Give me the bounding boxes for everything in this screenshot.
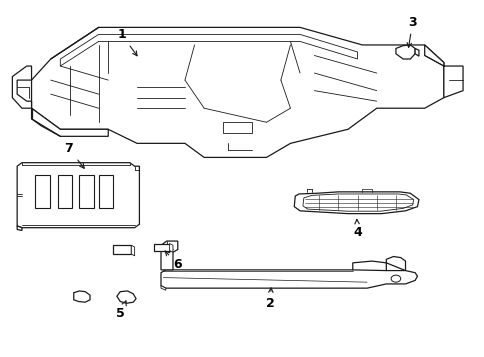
Polygon shape [169,243,173,252]
Polygon shape [395,45,414,59]
Polygon shape [131,245,135,256]
Polygon shape [35,175,50,208]
Text: 3: 3 [406,16,416,47]
Polygon shape [31,108,108,136]
Polygon shape [117,291,136,303]
Polygon shape [294,192,418,213]
Polygon shape [31,27,443,157]
Polygon shape [79,175,94,208]
Text: 1: 1 [117,28,137,56]
Text: 7: 7 [64,142,84,168]
Polygon shape [17,163,139,228]
Polygon shape [161,286,166,290]
Text: 2: 2 [265,288,274,310]
Polygon shape [12,66,31,108]
Polygon shape [58,175,72,208]
Polygon shape [113,245,131,254]
Polygon shape [424,45,462,98]
Polygon shape [414,49,418,56]
Polygon shape [98,175,113,208]
Polygon shape [161,241,178,270]
Polygon shape [60,34,357,66]
Polygon shape [386,257,405,271]
Polygon shape [74,291,90,302]
Polygon shape [223,122,252,133]
Text: 4: 4 [352,220,361,240]
Text: 6: 6 [165,251,182,271]
Polygon shape [302,194,413,211]
Polygon shape [17,226,22,231]
Polygon shape [161,261,417,288]
Polygon shape [153,243,169,251]
Text: 5: 5 [116,301,126,320]
